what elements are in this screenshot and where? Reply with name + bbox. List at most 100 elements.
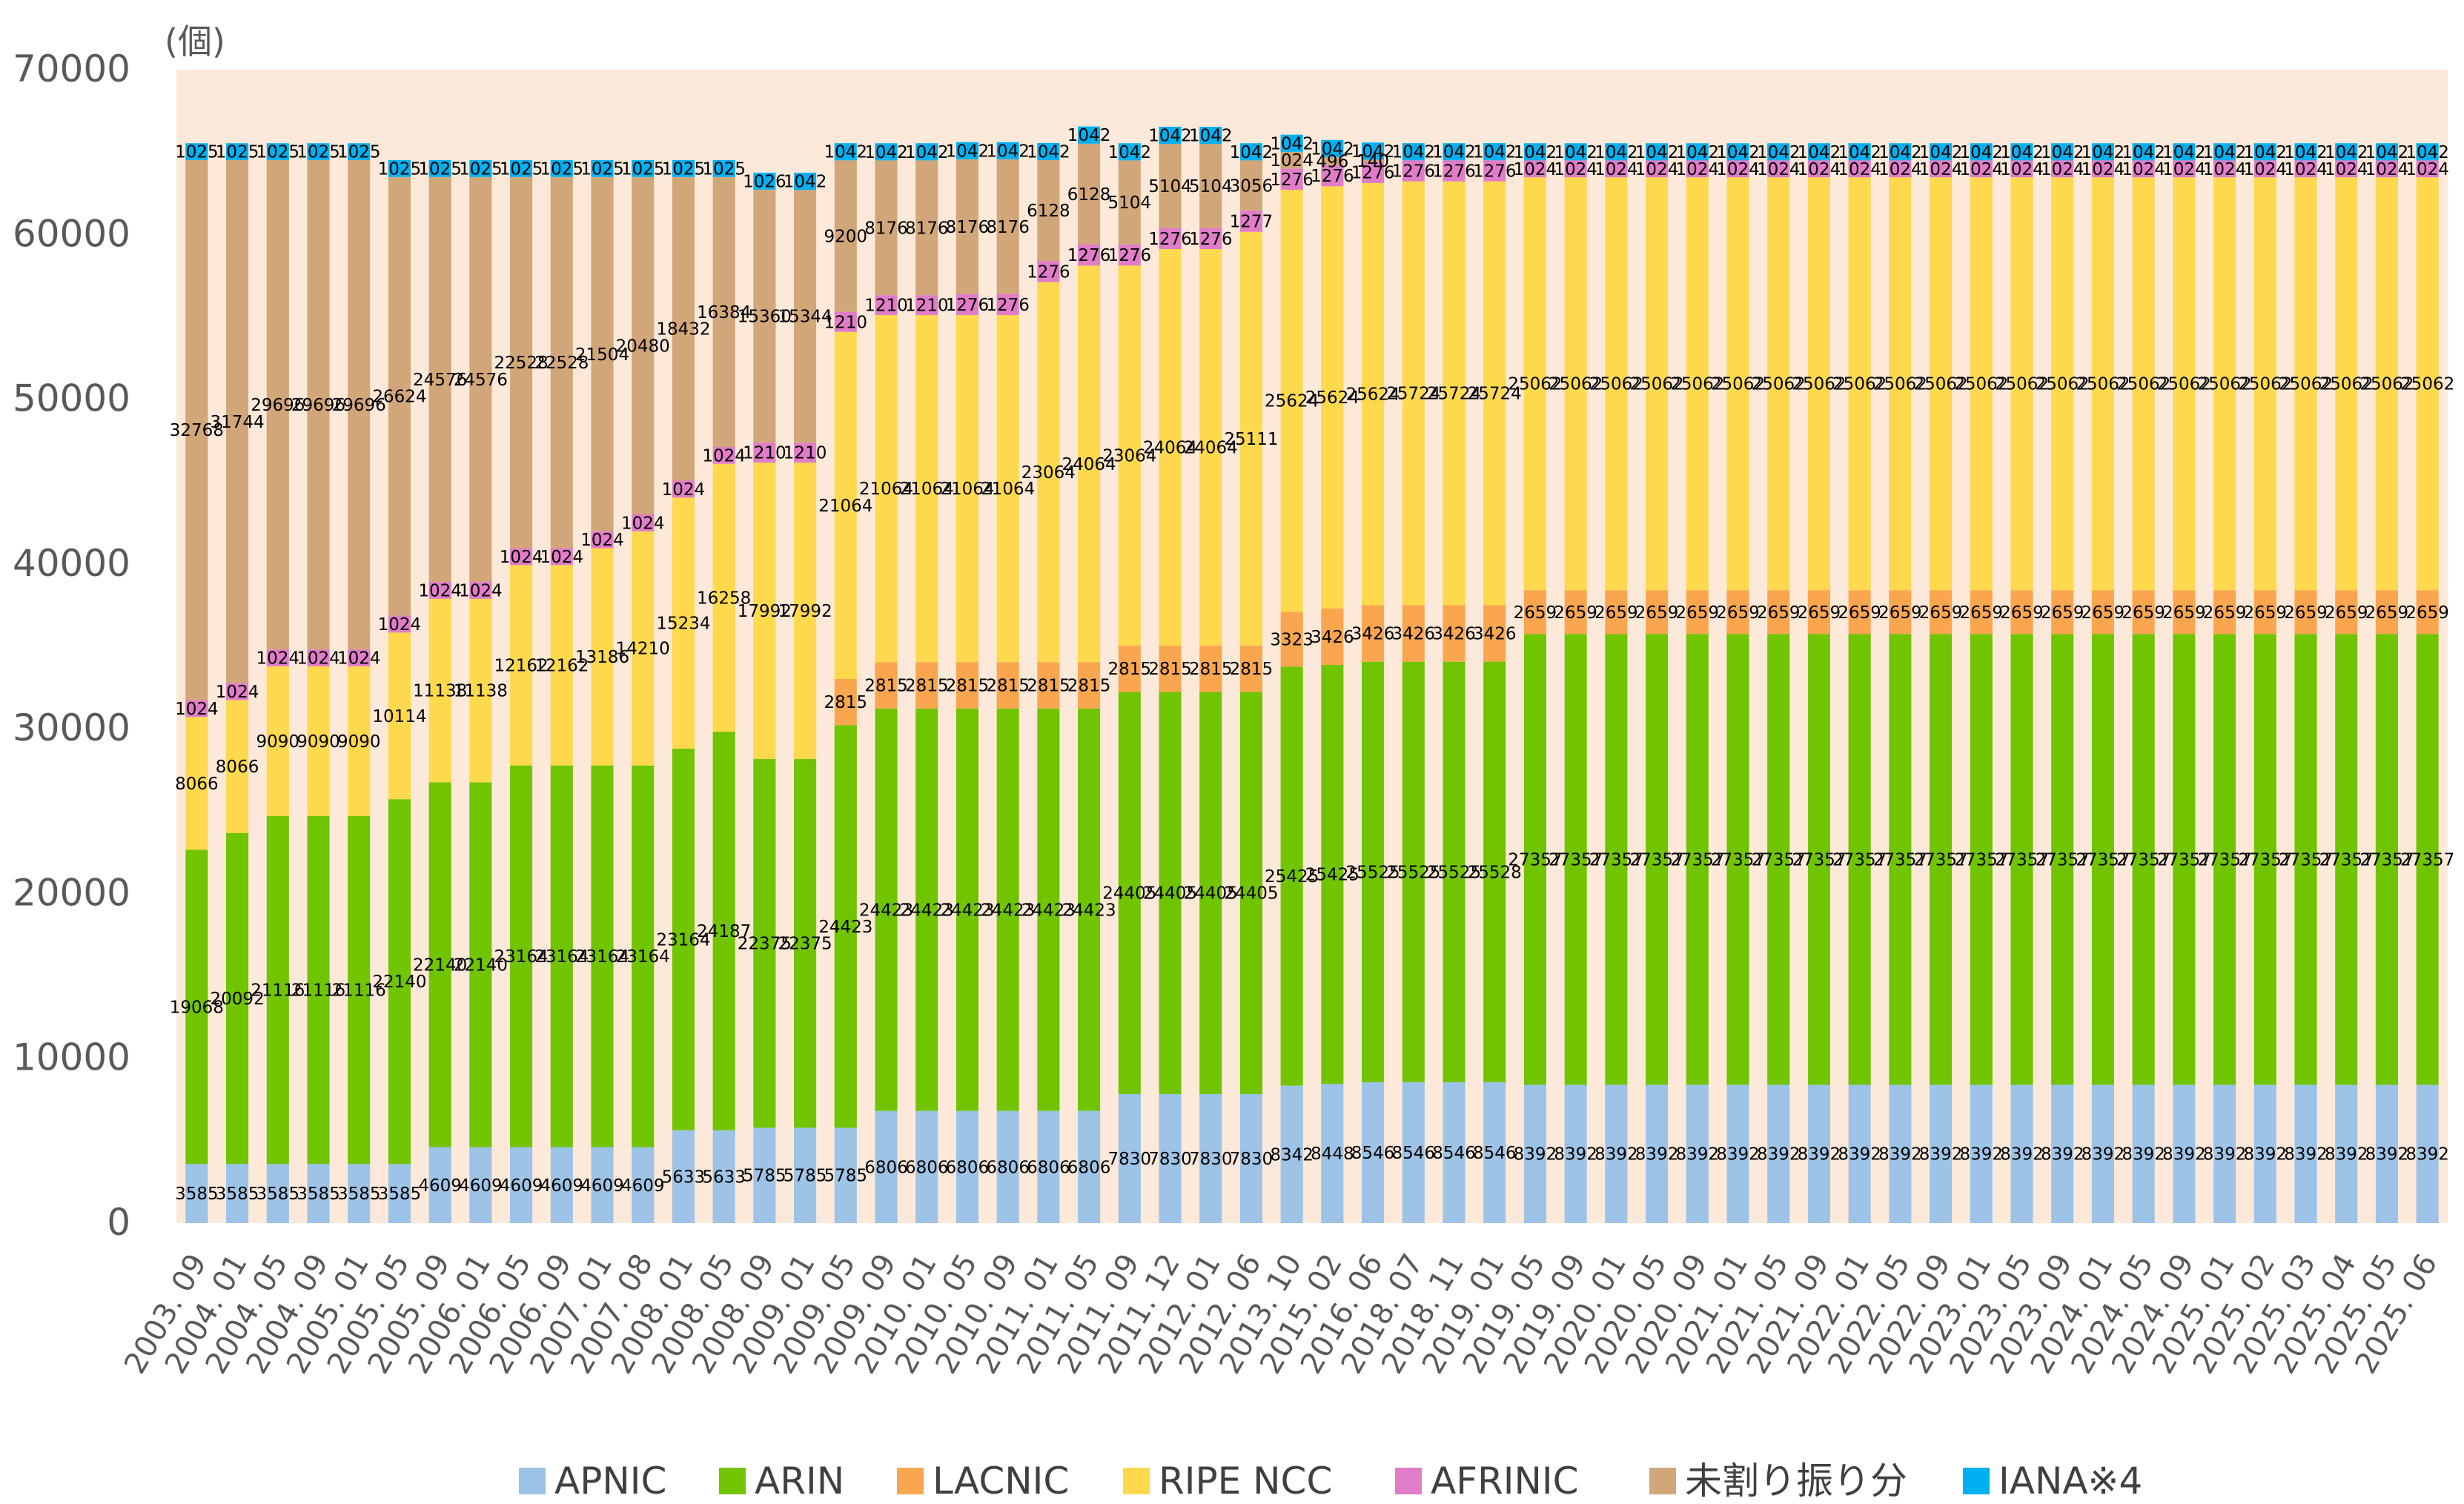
bar-segment: [266, 815, 289, 1165]
bar-segment: [794, 190, 817, 443]
data-label: 5785: [824, 1167, 868, 1186]
bar-segment: [1078, 1110, 1101, 1223]
bar-segment: [1321, 665, 1344, 1084]
data-label: 25062: [2359, 375, 2414, 394]
data-label: 1024: [2325, 160, 2368, 179]
bar-segment: [2010, 1084, 2033, 1223]
data-label: 24576: [413, 371, 467, 390]
bar-segment: [1970, 160, 1993, 178]
data-label: 1024: [1838, 160, 1881, 179]
bar-segment: [2335, 160, 2358, 178]
data-label: 27357: [2197, 850, 2251, 869]
bar-segment: [672, 497, 695, 749]
data-label: 1042: [2244, 143, 2288, 162]
data-label: 24405: [1184, 884, 1238, 904]
data-label: 9090: [256, 732, 300, 752]
bar-segment: [1199, 126, 1222, 145]
legend-label: AFRINIC: [1431, 1460, 1579, 1503]
bar-segment: [2416, 177, 2439, 591]
bar-segment: [1402, 661, 1425, 1083]
bar-segment: [1767, 160, 1790, 178]
bar-segment: [1483, 1082, 1506, 1223]
bar-segment: [794, 172, 817, 191]
data-label: 24423: [900, 901, 954, 920]
bar-segment: [956, 159, 978, 294]
data-label: 2659: [2203, 603, 2247, 623]
bar-segment: [2173, 160, 2196, 178]
bar-segment: [2335, 143, 2358, 161]
data-label: 27357: [1711, 850, 1765, 869]
data-label: 22375: [738, 935, 792, 954]
data-label: 8392: [1960, 1145, 2004, 1165]
data-label: 7830: [1108, 1150, 1152, 1169]
data-label: 12162: [534, 656, 589, 675]
bar-segment: [469, 598, 492, 783]
data-label: 3585: [256, 1185, 300, 1204]
data-label: 3585: [216, 1185, 259, 1204]
bar-segment: [2132, 177, 2155, 591]
bar-segment: [591, 176, 614, 531]
bar-segment: [1767, 143, 1790, 161]
data-label: 27357: [2319, 850, 2374, 869]
bar-segment: [1159, 248, 1182, 646]
data-label: 21116: [251, 981, 305, 1001]
bar-segment: [307, 649, 330, 666]
bar-segment: [915, 315, 938, 663]
data-label: 2659: [1838, 603, 1881, 623]
data-label: 7830: [1189, 1150, 1233, 1169]
bar-segment: [632, 176, 655, 515]
bar-segment: [2294, 590, 2317, 635]
data-label: 25724: [1468, 385, 1522, 404]
bar-segment: [591, 531, 614, 549]
data-label: 4609: [418, 1176, 462, 1196]
data-label: 21064: [900, 480, 954, 499]
bar-segment: [1646, 160, 1669, 178]
data-label: 1042: [1676, 143, 1720, 162]
bar-segment: [1118, 692, 1141, 1094]
data-label: 1042: [986, 142, 1030, 161]
data-label: 1024: [2000, 160, 2044, 179]
data-label: 1042: [1919, 143, 1963, 162]
bar-segment: [712, 176, 735, 447]
bar-segment: [2132, 634, 2155, 1085]
data-label: 8066: [216, 758, 259, 777]
bar-segment: [1078, 662, 1101, 709]
bar-segment: [1402, 160, 1425, 182]
data-label: 1276: [1311, 167, 1354, 186]
bar-segment: [591, 159, 614, 177]
data-label: 3426: [1311, 628, 1354, 647]
bar-segment: [1362, 159, 1385, 162]
bar-segment: [875, 1110, 898, 1223]
data-label: 1042: [864, 143, 908, 162]
data-label: 5785: [743, 1167, 786, 1186]
data-label: 15344: [778, 308, 832, 327]
bar-segment: [348, 143, 371, 161]
data-label: 1025: [702, 159, 746, 179]
bar-segment: [1686, 1084, 1709, 1223]
data-label: 1024: [378, 615, 422, 635]
bar-segment: [266, 160, 289, 650]
bar-segment: [1362, 1082, 1385, 1223]
data-label: 24187: [697, 922, 751, 941]
data-label: 8392: [1514, 1145, 1557, 1165]
data-label: 27357: [1589, 850, 1643, 869]
data-label: 2659: [1676, 603, 1720, 623]
bar-segment: [2294, 143, 2317, 161]
data-label: 12162: [494, 656, 548, 675]
bar-segment: [2335, 1084, 2358, 1223]
bar-segment: [1726, 177, 1749, 591]
data-label: 27357: [2400, 850, 2454, 869]
bar-segment: [672, 480, 695, 498]
data-label: 1042: [1960, 143, 2004, 162]
data-label: 27357: [1792, 850, 1846, 869]
data-label: 27357: [1670, 850, 1724, 869]
bar-segment: [2213, 634, 2236, 1085]
bar-segment: [712, 732, 735, 1130]
bar-segment: [2335, 177, 2358, 591]
legend-label: IANA※4: [1998, 1460, 2142, 1503]
data-label: 25062: [1629, 375, 1683, 394]
y-axis-unit-label: (個): [165, 21, 225, 62]
data-label: 21064: [940, 480, 994, 499]
data-label: 29696: [332, 396, 386, 415]
bar-segment: [266, 1164, 289, 1223]
